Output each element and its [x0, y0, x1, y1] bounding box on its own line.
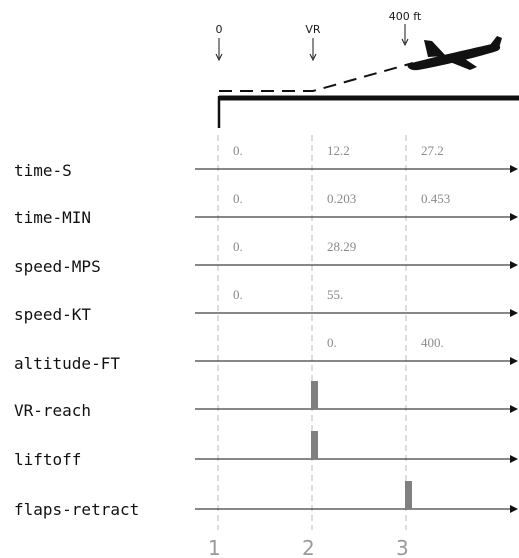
timeline-row: speed-KT 0. 55. [14, 287, 518, 324]
marker-vr: VR [305, 23, 321, 62]
column-number: 3 [396, 536, 409, 558]
row-arrow-head [510, 357, 518, 365]
timeline-row: time-MIN 0. 0.203 0.453 [14, 191, 518, 227]
row-label: speed-MPS [14, 257, 101, 276]
down-arrow-icon [401, 24, 409, 47]
event-bar [311, 381, 318, 409]
row-arrow-head [510, 309, 518, 317]
cell-value: 0. [327, 335, 337, 350]
row-label: VR-reach [14, 401, 91, 420]
row-label: liftoff [14, 450, 81, 469]
column-number: 1 [208, 536, 221, 558]
row-arrow-head [510, 213, 518, 221]
runway-bracket [217, 95, 519, 128]
marker-400ft: 400 ft [389, 10, 422, 47]
down-arrow-icon [215, 38, 223, 62]
event-bar [311, 431, 318, 459]
row-label: flaps-retract [14, 500, 139, 519]
marker-label: 0 [216, 23, 223, 36]
cell-value: 28.29 [327, 239, 356, 254]
cell-value: 0. [233, 191, 243, 206]
marker-0: 0 [215, 23, 223, 62]
marker-label: VR [305, 23, 321, 36]
timeline-row: liftoff [14, 431, 518, 469]
row-label: time-MIN [14, 208, 91, 227]
event-bar [405, 481, 412, 509]
row-arrow-head [510, 505, 518, 513]
row-label: altitude-FT [14, 354, 120, 373]
cell-value: 55. [327, 287, 343, 302]
row-arrow-head [510, 261, 518, 269]
cell-value: 0. [233, 143, 243, 158]
row-label: speed-KT [14, 305, 91, 324]
column-guides [217, 135, 407, 530]
timeline-row: time-S 0. 12.2 27.2 [14, 143, 518, 180]
down-arrow-icon [309, 38, 317, 62]
row-label: time-S [14, 161, 72, 180]
airplane-icon [407, 36, 502, 71]
row-arrow-head [510, 455, 518, 463]
column-number: 2 [302, 536, 315, 558]
cell-value: 0. [233, 239, 243, 254]
cell-value: 400. [421, 335, 444, 350]
marker-label: 400 ft [389, 10, 422, 23]
timeline-row: VR-reach [14, 381, 518, 420]
rows: time-S 0. 12.2 27.2 time-MIN 0. 0.203 0.453 spee… [14, 143, 518, 519]
timeline-row: speed-MPS 0. 28.29 [14, 239, 518, 276]
row-arrow-head [510, 405, 518, 413]
cell-value: 0. [233, 287, 243, 302]
timeline-row: flaps-retract [14, 481, 518, 519]
cell-value: 12.2 [327, 143, 350, 158]
column-numbers: 1 2 3 [208, 536, 409, 558]
timeline-row: altitude-FT 0. 400. [14, 335, 518, 373]
cell-value: 0.453 [421, 191, 450, 206]
cell-value: 0.203 [327, 191, 356, 206]
cell-value: 27.2 [421, 143, 444, 158]
takeoff-path [219, 62, 414, 92]
row-arrow-head [510, 165, 518, 173]
